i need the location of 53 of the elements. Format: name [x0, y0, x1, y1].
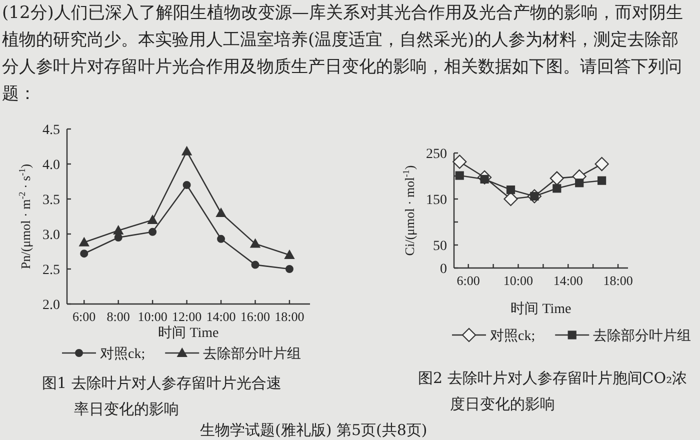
point	[552, 184, 562, 193]
x-tick-label: 8:00	[106, 309, 130, 324]
point	[113, 226, 124, 234]
x-tick-label: 18:00	[603, 273, 633, 288]
point	[148, 215, 158, 224]
x-tick-label: 6:00	[72, 309, 96, 324]
legend-label: 对照ck;	[490, 328, 536, 344]
x-tick-label: 14:00	[553, 273, 583, 288]
point	[452, 154, 467, 169]
y-tick-label: 4.5	[42, 123, 60, 138]
x-tick-label: 18:00	[274, 309, 304, 324]
point	[285, 265, 294, 273]
x-tick-label: 10:00	[138, 309, 168, 324]
caption: 图1 去除叶片对人参存留叶片光合速率日变化的影响	[42, 373, 282, 420]
point	[506, 186, 516, 194]
point	[148, 228, 157, 236]
point	[216, 208, 226, 217]
x-tick-label: 12:00	[172, 309, 202, 324]
x-tick-label: 10:00	[503, 273, 534, 288]
point	[114, 234, 122, 242]
y-tick-label: 3.0	[42, 228, 60, 243]
x-tick-label: 16:00	[240, 309, 270, 324]
point	[550, 171, 564, 186]
point	[594, 156, 609, 172]
x-tick-label: 6:00	[456, 273, 480, 288]
point	[598, 176, 606, 185]
x-axis-title: 时间 Time	[510, 301, 572, 317]
x-axis-title: 时间 Time	[158, 325, 219, 341]
point	[80, 250, 88, 258]
caption: 图2 去除叶片对人参存留叶片胞间CO₂浓度日变化的影响	[418, 368, 688, 415]
y-tick-label: 150	[426, 193, 447, 208]
legend-label: 去除部分叶片组	[593, 328, 692, 344]
point	[217, 234, 226, 243]
point	[182, 181, 191, 189]
point	[251, 260, 260, 269]
y-tick-label: 50	[433, 239, 447, 254]
legend-label: 去除部分叶片组	[203, 346, 302, 362]
point	[455, 171, 464, 180]
text: (12分)人们已深入了解阳生植物改变源—库关系对其光合作用及光合产物的影响，而对阴生植物的研究尚少。本实验用人工温室培养(温度适宜，自然采光)的人参为材料，测定去除部分人参叶片对存留叶片光合作用及物质生产日变化的影响，相关数据如下图。请回答下列问题：	[2, 2, 684, 106]
y-tick-label: 4.0	[42, 158, 60, 173]
y-tick-label: 2.0	[42, 298, 60, 313]
y-tick-label: 3.5	[42, 193, 60, 208]
text: 生物学试题(雅礼版) 第5页(共8页)	[200, 420, 428, 440]
point	[79, 237, 90, 246]
x-tick-label: 14:00	[206, 309, 236, 324]
y-tick-label: 0	[440, 262, 447, 277]
point	[284, 250, 294, 259]
y-tick-label: 2.5	[42, 263, 60, 278]
point	[250, 238, 260, 248]
point	[575, 178, 584, 188]
y-tick-label: 250	[426, 147, 447, 162]
legend-label: 对照ck;	[100, 346, 146, 362]
point	[182, 146, 192, 156]
